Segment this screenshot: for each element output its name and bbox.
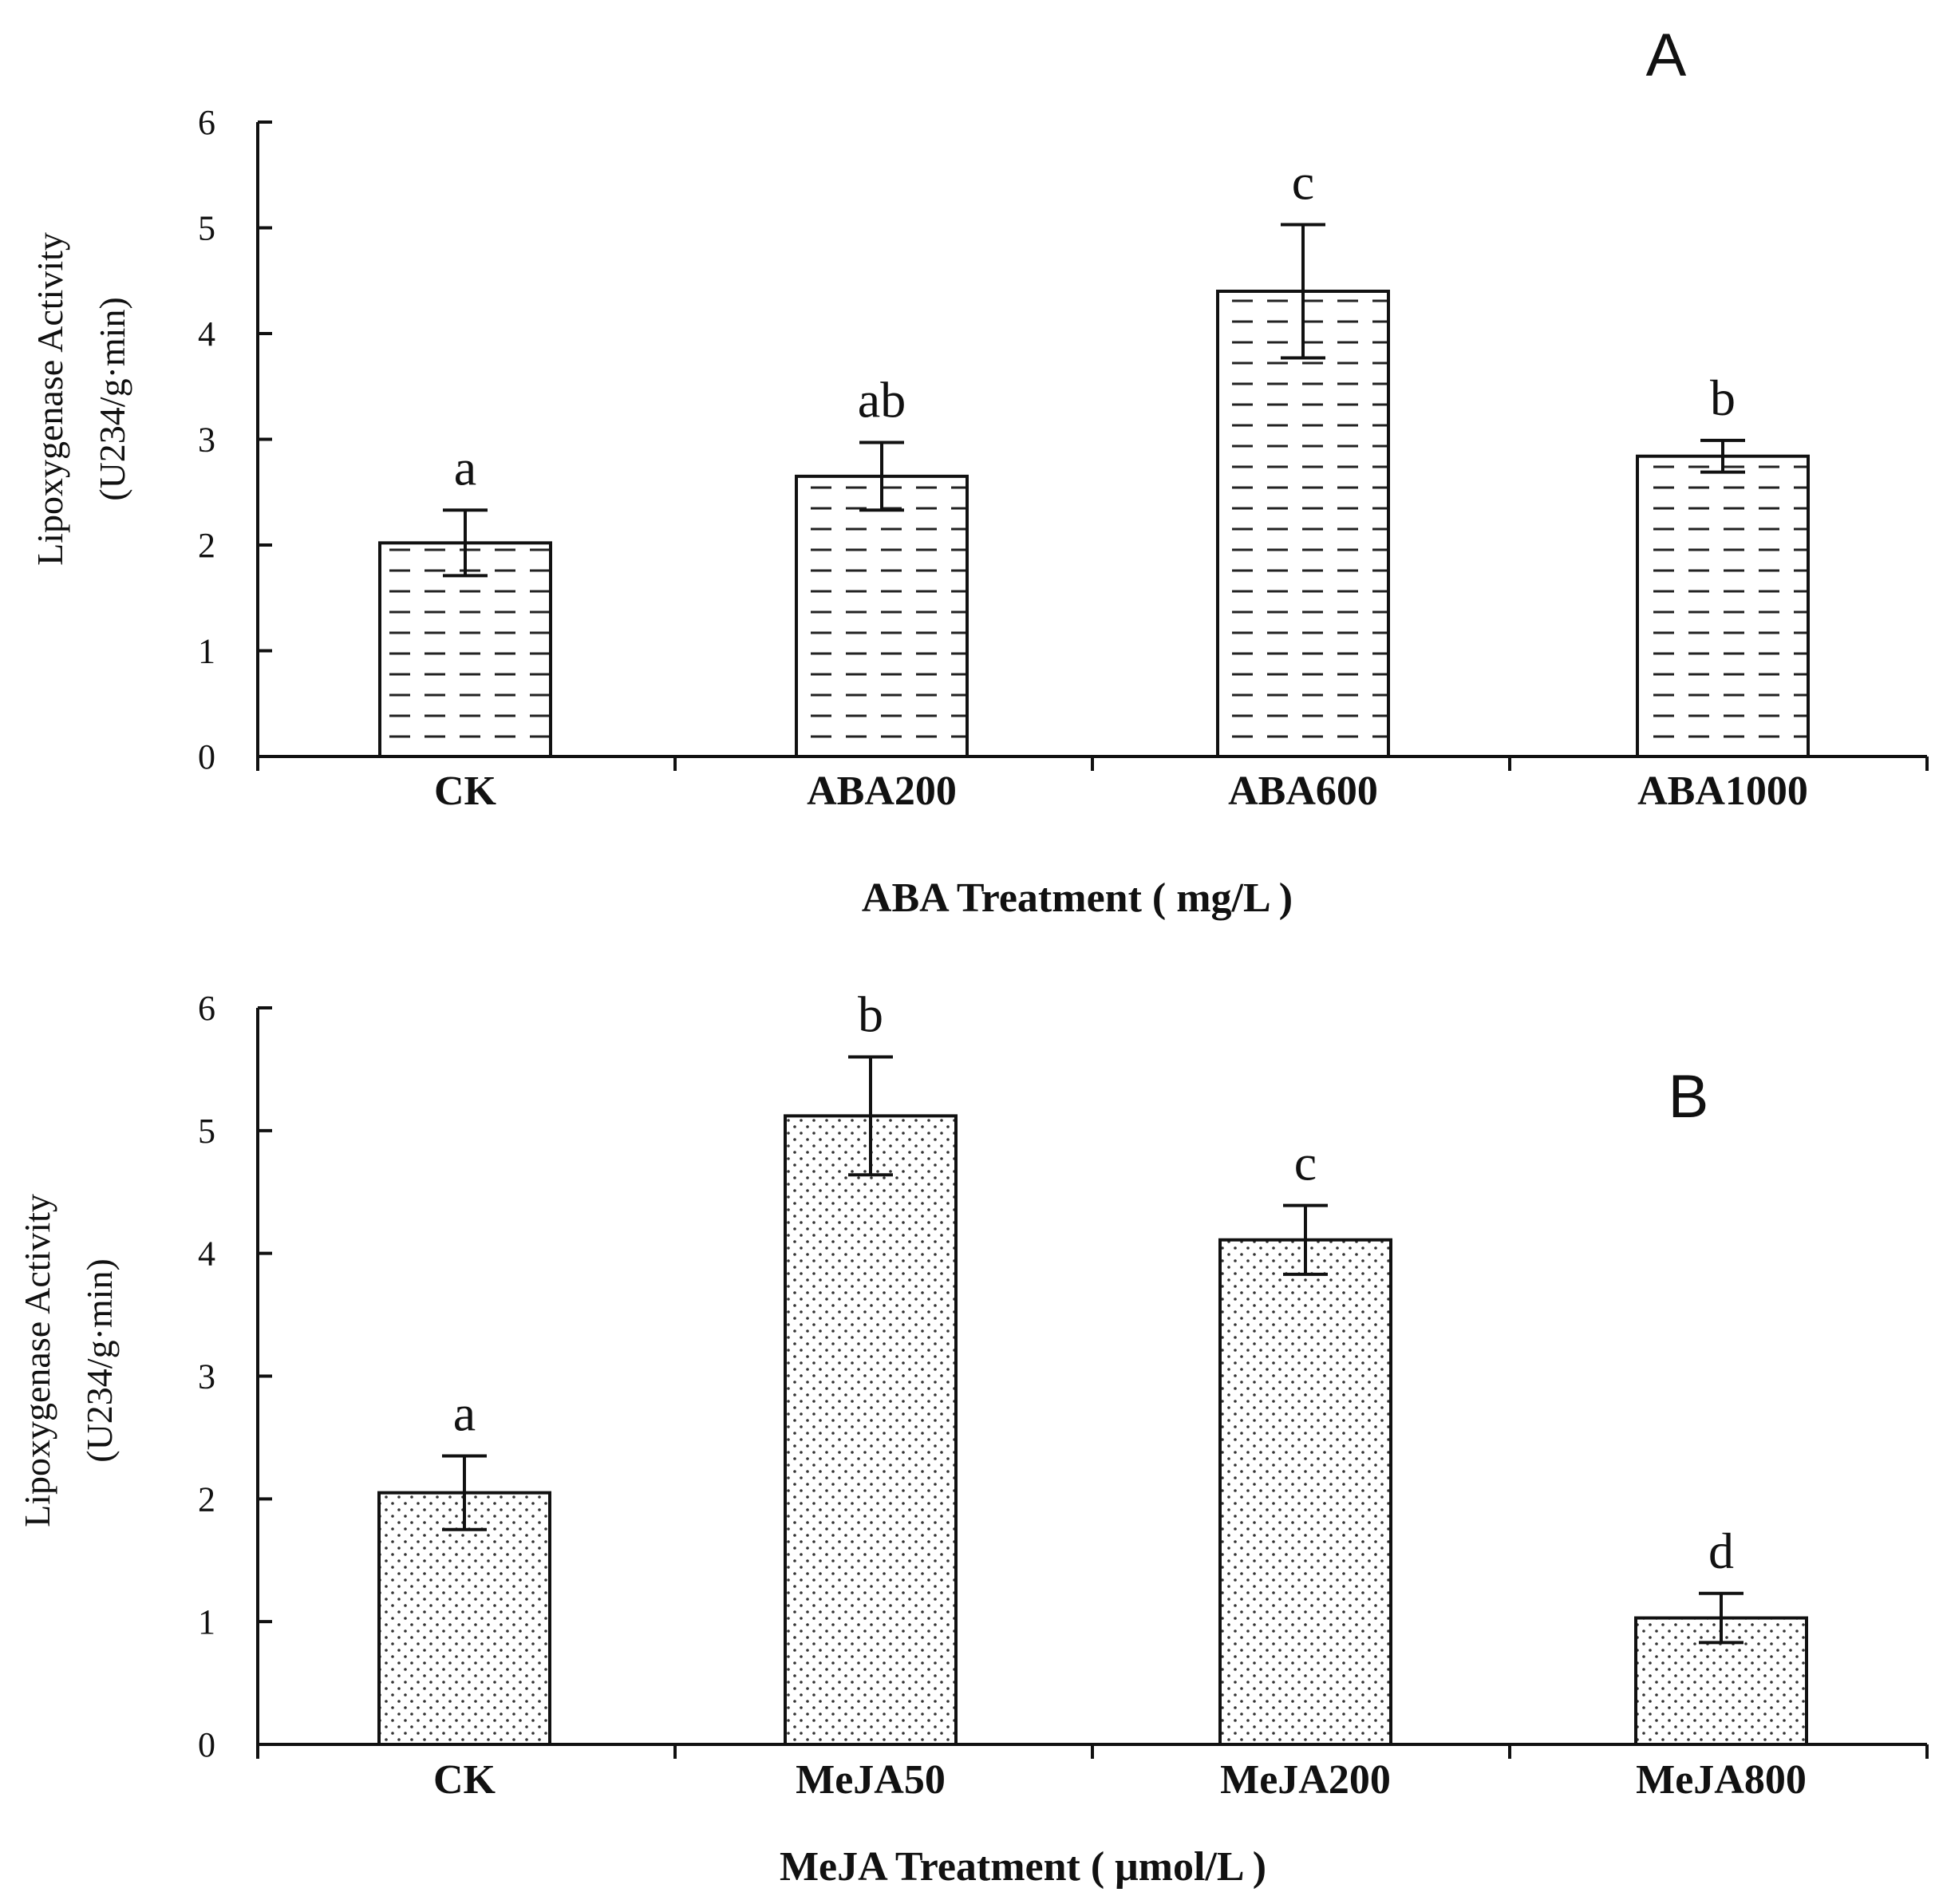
panel-a-y-tick-label-4: 4 [198, 314, 215, 354]
panel-a-category-label-1: ABA200 [807, 768, 957, 814]
panel-b-category-label-3: MeJA800 [1636, 1757, 1807, 1803]
panel-b-y-tick-label-1: 1 [198, 1602, 215, 1641]
panel-a-y-tick-label-1: 1 [198, 632, 215, 671]
panel-b-bar-0 [377, 1491, 551, 1747]
panel-a-chart: A Lipoxygenase Activity (U234/g·min) a CK… [30, 22, 1929, 921]
panel-b-y-tick-label-0: 0 [198, 1725, 215, 1764]
panel-b-significance-label-0: a [453, 1385, 476, 1441]
panel-letter-a: A [1646, 22, 1687, 89]
panel-letter-b: B [1668, 1063, 1709, 1131]
panel-a-y-tick-label-0: 0 [198, 737, 215, 776]
panel-b-y-axis-label-line1: Lipoxygenase Activity [17, 1194, 57, 1527]
panel-b-significance-label-1: b [858, 986, 883, 1043]
panel-a-bar-2 [1216, 290, 1390, 758]
panel-b-category-label-0: CK [433, 1757, 496, 1803]
panel-a-significance-label-3: b [1710, 369, 1736, 426]
panel-a-significance-label-2: c [1292, 154, 1314, 211]
panel-a-bar-0 [378, 541, 552, 758]
panel-a-category-label-0: CK [434, 768, 497, 814]
panel-a-bar-1 [795, 474, 969, 758]
panel-a-category-label-3: ABA1000 [1637, 768, 1808, 814]
panel-b-y-tick-label-4: 4 [198, 1234, 215, 1274]
panel-b-y-tick-label-2: 2 [198, 1479, 215, 1519]
panel-b-y-tick-label-3: 3 [198, 1357, 215, 1396]
panel-b-category-label-1: MeJA50 [796, 1757, 946, 1803]
panel-a-category-label-2: ABA600 [1228, 768, 1378, 814]
panel-b-y-tick-label-6: 6 [198, 989, 215, 1028]
panel-b-y-tick-label-5: 5 [198, 1112, 215, 1151]
panel-a-y-tick-label-3: 3 [198, 421, 215, 460]
panel-a-significance-label-1: ab [858, 371, 906, 428]
panel-a-y-axis-label-line1: Lipoxygenase Activity [30, 232, 70, 566]
panel-a-bar-3 [1636, 454, 1810, 758]
panel-a-y-tick-label-6: 6 [198, 103, 215, 142]
panel-a-y-axis-label-line2: (U234/g·min) [92, 297, 132, 501]
panel-b-y-axis-label-line2: (U234/g·min) [79, 1258, 120, 1463]
panel-b-category-label-2: MeJA200 [1220, 1757, 1391, 1803]
panel-b-bar-1 [784, 1114, 958, 1746]
panel-b-significance-label-3: d [1708, 1523, 1734, 1579]
panel-a-significance-label-0: a [454, 439, 476, 496]
panel-b-bar-2 [1218, 1238, 1392, 1746]
panel-b-chart: B Lipoxygenase Activity (U234/g·min) a CK… [17, 986, 1929, 1890]
panel-b-x-axis-label: MeJA Treatment ( μmol/L ) [780, 1844, 1266, 1890]
panel-a-y-tick-label-2: 2 [198, 526, 215, 565]
panel-a-y-tick-label-5: 5 [198, 209, 215, 248]
panel-a-x-axis-label: ABA Treatment ( mg/L ) [862, 875, 1293, 921]
panel-b-significance-label-2: c [1294, 1135, 1317, 1191]
